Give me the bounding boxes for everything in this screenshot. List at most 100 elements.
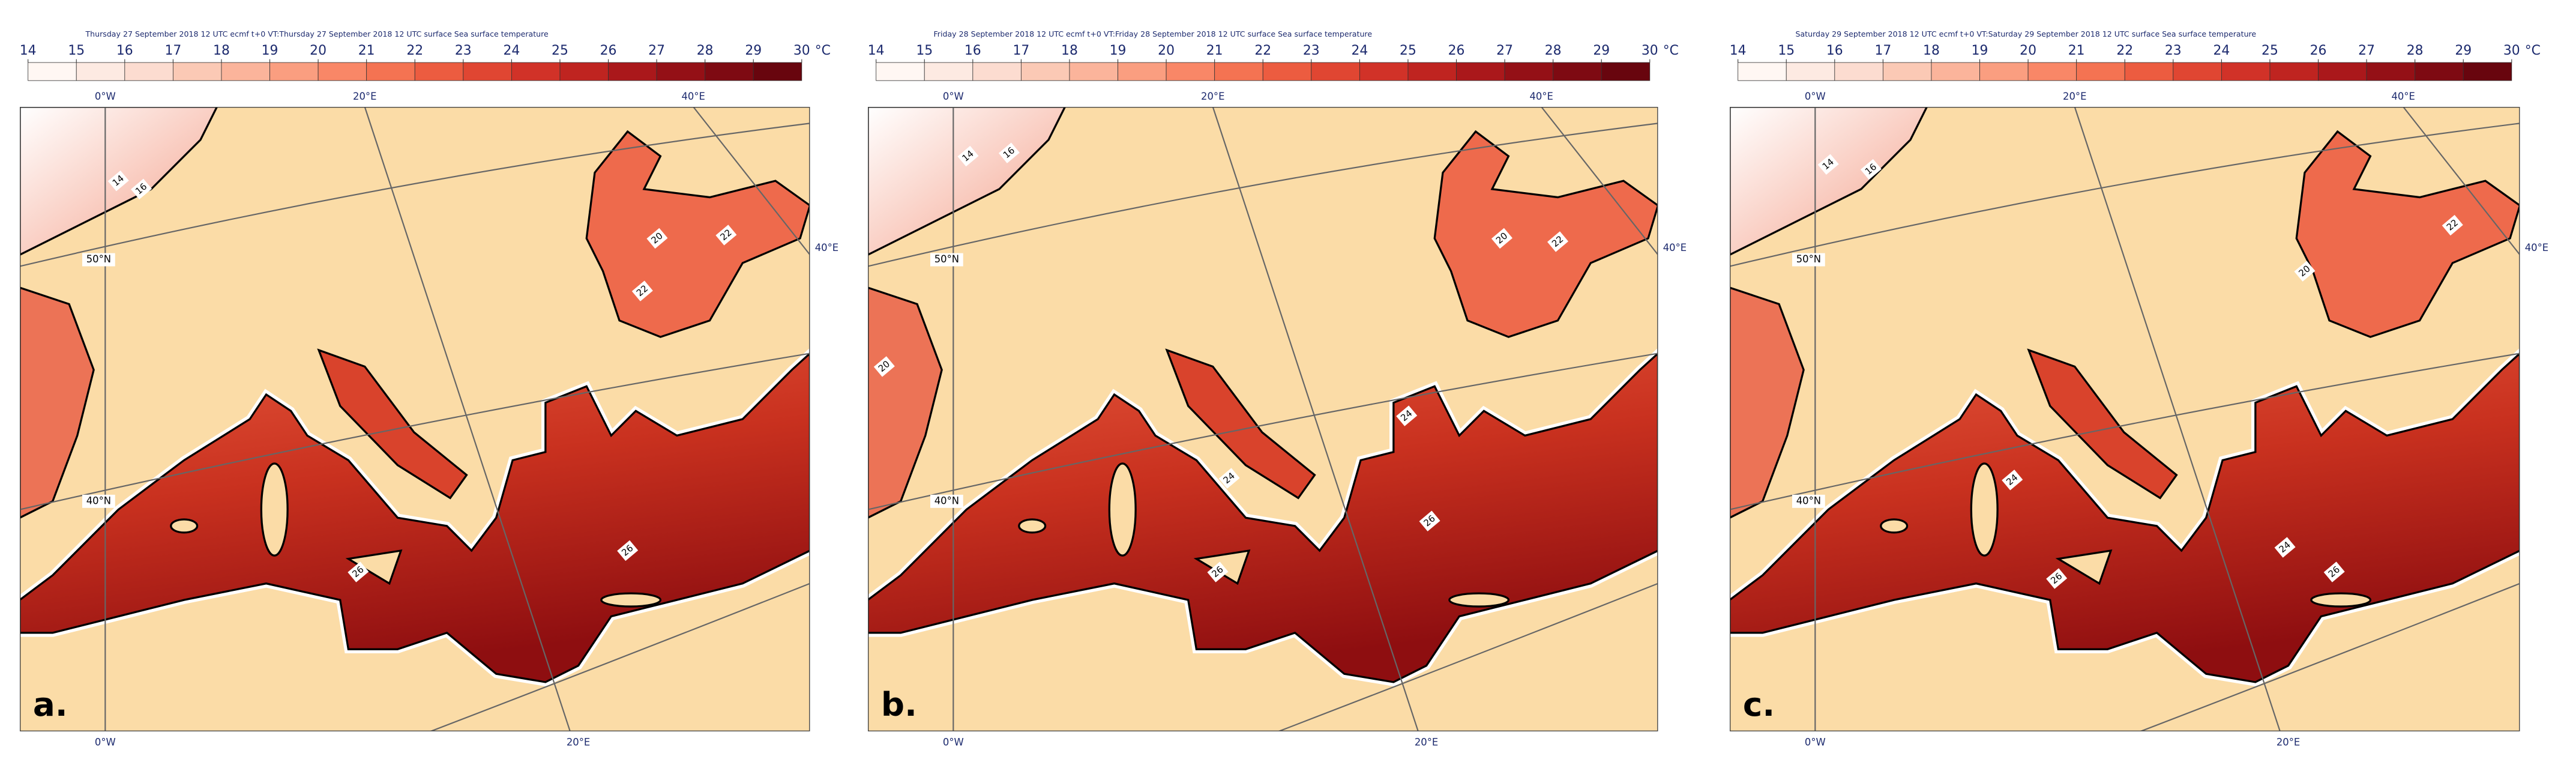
label-box <box>873 356 895 377</box>
colorbar-bin <box>1882 62 1932 81</box>
label-box <box>348 561 369 582</box>
colorbar-bin <box>1979 62 2029 81</box>
colorbar-bin <box>1166 62 1215 81</box>
colorbar-tick-label: 21 <box>1206 43 1223 58</box>
label-box <box>82 253 115 267</box>
map-panel: Saturday 29 September 2018 12 UTC ecmf t… <box>1730 29 2548 748</box>
colorbar-tick-label: 17 <box>1013 43 1029 58</box>
colorbar-bin <box>1262 62 1312 81</box>
colorbar-tick-label: 19 <box>1972 43 1988 58</box>
label-box <box>1547 231 1569 252</box>
colorbar-tick-label: 28 <box>2407 43 2424 58</box>
label-box <box>930 253 963 267</box>
label-box <box>1396 405 1418 426</box>
colorbar-unit: °C <box>2525 43 2541 58</box>
panel-title: Thursday 27 September 2018 12 UTC ecmf t… <box>85 29 549 38</box>
colorbar-bin <box>1504 62 1554 81</box>
label-box <box>1218 468 1240 489</box>
colorbar-tick-label: 26 <box>2310 43 2327 58</box>
longitude-label: 20°E <box>1415 737 1438 748</box>
colorbar-tick-label: 25 <box>1400 43 1416 58</box>
colorbar-bin <box>924 62 974 81</box>
colorbar-tick-label: 15 <box>68 43 85 58</box>
latitude-label: 40°N <box>86 495 111 506</box>
colorbar-bin <box>1786 62 1835 81</box>
colorbar-bin <box>317 62 367 81</box>
label-box <box>1207 561 1229 582</box>
colorbar-bin <box>608 62 657 81</box>
colorbar-bin <box>2269 62 2319 81</box>
colorbar-tick-label: 14 <box>868 43 885 58</box>
colorbar-bin <box>366 62 415 81</box>
label-box <box>957 145 979 167</box>
label-box <box>1817 154 1839 175</box>
longitude-label: 0°W <box>1805 737 1826 748</box>
colorbar-tick-label: 17 <box>164 43 181 58</box>
latitude-label: 40°N <box>1796 495 1821 506</box>
label-box <box>930 494 963 508</box>
label-box <box>2442 214 2463 236</box>
panel-letter: c. <box>1743 685 1775 724</box>
colorbar-tick-label: 19 <box>1110 43 1127 58</box>
colorbar-tick-label: 23 <box>2165 43 2182 58</box>
label-box <box>107 170 129 192</box>
colorbar-tick-label: 30 <box>793 43 810 58</box>
label-box <box>2294 261 2316 282</box>
longitude-label: 20°E <box>353 91 376 102</box>
colorbar-bin <box>414 62 464 81</box>
colorbar-bin <box>76 62 125 81</box>
colorbar-unit: °C <box>815 43 831 58</box>
longitude-label: 40°E <box>1663 242 1687 253</box>
colorbar-tick-label: 15 <box>1778 43 1795 58</box>
colorbar-bin <box>463 62 512 81</box>
colorbar-bin <box>511 62 561 81</box>
colorbar-tick-label: 14 <box>1730 43 1747 58</box>
colorbar-bin <box>1311 62 1360 81</box>
label-box <box>1792 253 1825 267</box>
colorbar-tick-label: 23 <box>455 43 472 58</box>
colorbar-tick-label: 24 <box>2213 43 2230 58</box>
label-box <box>1419 510 1440 531</box>
colorbar-bin <box>972 62 1022 81</box>
label-box <box>1860 159 1882 180</box>
colorbar-tick-label: 16 <box>116 43 133 58</box>
panel-letter: a. <box>33 685 68 724</box>
label-box <box>617 540 639 561</box>
longitude-label: 40°E <box>1529 91 1553 102</box>
colorbar-tick-label: 21 <box>2068 43 2085 58</box>
longitude-label: 40°E <box>681 91 705 102</box>
colorbar-tick-label: 30 <box>2503 43 2520 58</box>
colorbar-bin <box>1020 62 1070 81</box>
colorbar-bin <box>1407 62 1457 81</box>
panel-title: Saturday 29 September 2018 12 UTC ecmf t… <box>1795 29 2256 38</box>
colorbar-tick-label: 28 <box>1545 43 1562 58</box>
colorbar-bin <box>1738 62 1787 81</box>
colorbar-tick-label: 18 <box>1923 43 1940 58</box>
colorbar-tick-label: 20 <box>2020 43 2036 58</box>
colorbar-bin <box>2076 62 2125 81</box>
colorbar-bin <box>2173 62 2222 81</box>
colorbar-tick-label: 23 <box>1303 43 1320 58</box>
colorbar-bin <box>656 62 706 81</box>
colorbar-tick-label: 24 <box>503 43 520 58</box>
latitude-label: 50°N <box>934 253 959 265</box>
colorbar-bin <box>269 62 319 81</box>
label-box <box>1491 228 1513 249</box>
label-box <box>2046 568 2068 589</box>
colorbar-tick-label: 15 <box>916 43 933 58</box>
label-box <box>1792 494 1825 508</box>
colorbar-bin <box>2415 62 2464 81</box>
longitude-label: 20°E <box>2277 737 2300 748</box>
longitude-label: 20°E <box>2063 91 2086 102</box>
panel-title: Friday 28 September 2018 12 UTC ecmf t+0… <box>933 29 1372 38</box>
longitude-label: 0°W <box>943 737 964 748</box>
colorbar-tick-label: 27 <box>2358 43 2375 58</box>
longitude-label: 0°W <box>95 737 116 748</box>
colorbar-tick-label: 26 <box>1448 43 1465 58</box>
colorbar-tick-label: 16 <box>1826 43 1843 58</box>
colorbar-bin <box>2463 62 2512 81</box>
colorbar-bin <box>705 62 754 81</box>
colorbar-bin <box>172 62 222 81</box>
colorbar-tick-label: 18 <box>213 43 230 58</box>
